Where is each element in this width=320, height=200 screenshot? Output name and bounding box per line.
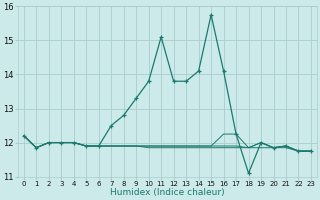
X-axis label: Humidex (Indice chaleur): Humidex (Indice chaleur) [110,188,225,197]
